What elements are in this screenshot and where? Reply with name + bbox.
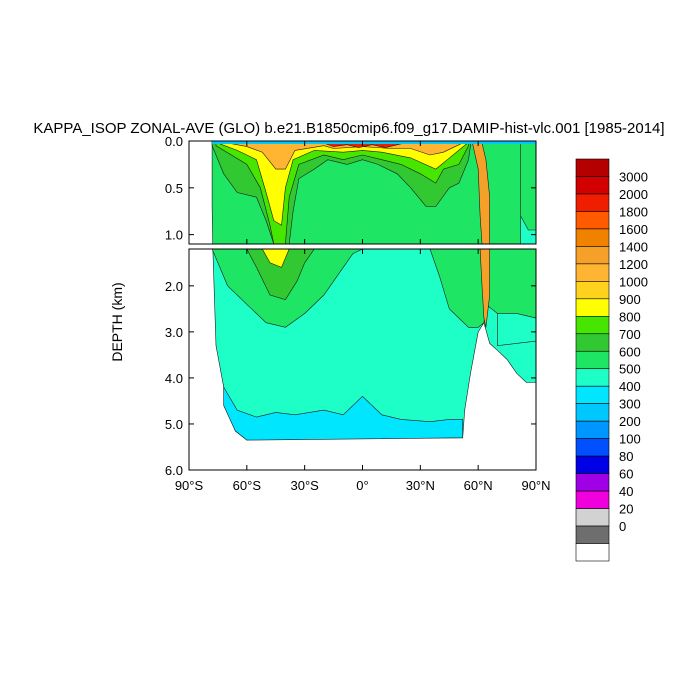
colorbar-swatch	[575, 333, 610, 352]
colorbar-label: 1200	[619, 257, 648, 272]
y-tick-label: 2.0	[165, 279, 183, 294]
colorbar-swatch	[575, 263, 610, 282]
colorbar-label: 200	[619, 414, 641, 429]
y-axis-title: DEPTH (km)	[109, 282, 125, 361]
x-tick-label: 60°N	[464, 478, 493, 493]
colorbar-swatch	[575, 193, 610, 212]
colorbar-swatch	[575, 246, 610, 265]
y-tick-label: 5.0	[165, 417, 183, 432]
colorbar-label: 20	[619, 502, 633, 517]
colorbar-swatch	[575, 525, 610, 544]
colorbar-label: 300	[619, 397, 641, 412]
region-1400-nadw-lower	[479, 249, 490, 328]
colorbar-swatch	[575, 543, 610, 562]
colorbar-swatch	[575, 473, 610, 492]
colorbar: 3000200018001600140012001000900800700600…	[575, 158, 648, 562]
y-tick-label: 0.0	[165, 134, 183, 149]
colorbar-label: 3000	[619, 169, 648, 184]
colorbar-label: 60	[619, 467, 633, 482]
colorbar-swatch	[575, 385, 610, 404]
region-400-abyssal	[223, 385, 463, 441]
x-tick-label: 30°N	[406, 478, 435, 493]
colorbar-swatch	[575, 438, 610, 457]
colorbar-swatch	[575, 281, 610, 300]
y-tick-label: 4.0	[165, 371, 183, 386]
x-tick-label: 30°S	[290, 478, 319, 493]
colorbar-swatch	[575, 298, 610, 317]
lower-panel	[211, 249, 536, 441]
colorbar-swatch	[575, 368, 610, 387]
colorbar-label: 800	[619, 309, 641, 324]
y-tick-label: 3.0	[165, 325, 183, 340]
upper-panel	[211, 141, 536, 244]
colorbar-swatch	[575, 228, 610, 247]
colorbar-label: 2000	[619, 187, 648, 202]
colorbar-swatch	[575, 316, 610, 335]
colorbar-swatch	[575, 176, 610, 195]
colorbar-label: 100	[619, 432, 641, 447]
region-700-lower	[246, 249, 315, 300]
colorbar-label: 400	[619, 379, 641, 394]
colorbar-swatch	[575, 490, 610, 509]
surface-band	[212, 141, 536, 144]
x-tick-label: 90°N	[521, 478, 550, 493]
region-1400-nadw-upper	[472, 141, 490, 244]
colorbar-label: 500	[619, 362, 641, 377]
y-tick-label: 0.5	[165, 181, 183, 196]
lower-panel-contours	[211, 249, 536, 441]
upper-panel-contours	[211, 141, 536, 244]
colorbar-swatch	[575, 158, 610, 177]
colorbar-swatch	[575, 455, 610, 474]
colorbar-swatch	[575, 211, 610, 230]
region-500-lower-arctic	[497, 313, 536, 347]
colorbar-label: 1000	[619, 274, 648, 289]
axes: 90°S 60°S 30°S 0° 30°N 60°N 90°N 0.0 0.5 1.0 2.0 3.…	[165, 134, 551, 493]
colorbar-label: 1600	[619, 222, 648, 237]
colorbar-label: 0	[619, 519, 626, 534]
x-tick-label: 60°S	[233, 478, 262, 493]
colorbar-label: 700	[619, 327, 641, 342]
colorbar-label: 1400	[619, 239, 648, 254]
y-tick-label: 6.0	[165, 463, 183, 478]
x-tick-label: 0°	[356, 478, 368, 493]
colorbar-label: 40	[619, 484, 633, 499]
colorbar-label: 1800	[619, 204, 648, 219]
colorbar-label: 600	[619, 344, 641, 359]
region-900-lower	[261, 249, 290, 268]
y-tick-label: 1.0	[165, 228, 183, 243]
colorbar-swatch	[575, 420, 610, 439]
x-tick-label: 90°S	[175, 478, 204, 493]
colorbar-swatch	[575, 350, 610, 370]
colorbar-swatch	[575, 508, 610, 527]
colorbar-swatch	[575, 403, 610, 422]
chart-title: KAPPA_ISOP ZONAL-AVE (GLO) b.e21.B1850cm…	[33, 120, 664, 137]
colorbar-label: 80	[619, 449, 633, 464]
colorbar-label: 900	[619, 292, 641, 307]
region-500-arctic-upper	[520, 141, 536, 244]
